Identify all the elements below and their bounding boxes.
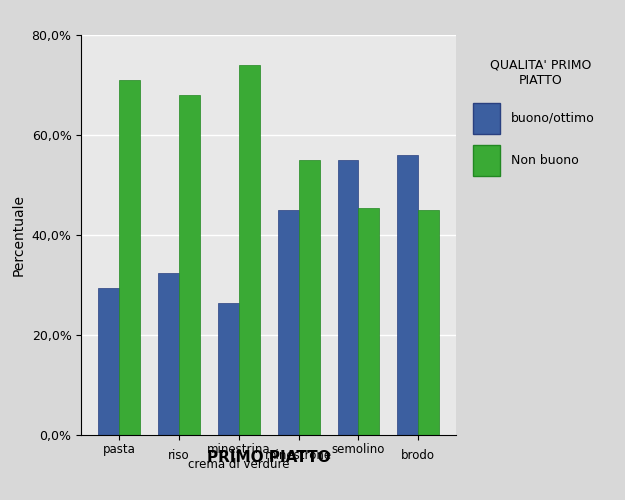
Text: pasta: pasta [102, 444, 136, 456]
Bar [418, 210, 439, 435]
Bar [239, 65, 260, 435]
Text: minestrone: minestrone [265, 449, 332, 462]
FancyBboxPatch shape [473, 102, 500, 134]
Y-axis label: Percentuale: Percentuale [12, 194, 26, 276]
Text: brodo: brodo [401, 449, 435, 462]
Bar [218, 302, 239, 435]
Bar [338, 160, 359, 435]
Bar [398, 155, 418, 435]
Text: buono/ottimo: buono/ottimo [511, 112, 594, 124]
Bar [179, 95, 200, 435]
Bar [119, 80, 140, 435]
Bar [359, 208, 379, 435]
Bar [278, 210, 299, 435]
Bar [299, 160, 319, 435]
Text: QUALITA' PRIMO
PIATTO: QUALITA' PRIMO PIATTO [490, 58, 591, 87]
Text: semolino: semolino [332, 444, 385, 456]
Text: minestrina
crema di verdure: minestrina crema di verdure [188, 444, 289, 471]
Text: riso: riso [168, 449, 190, 462]
Bar [98, 288, 119, 435]
X-axis label: PRIMO PIATTO: PRIMO PIATTO [207, 450, 331, 466]
Text: Non buono: Non buono [511, 154, 578, 167]
Bar [158, 272, 179, 435]
FancyBboxPatch shape [473, 144, 500, 176]
